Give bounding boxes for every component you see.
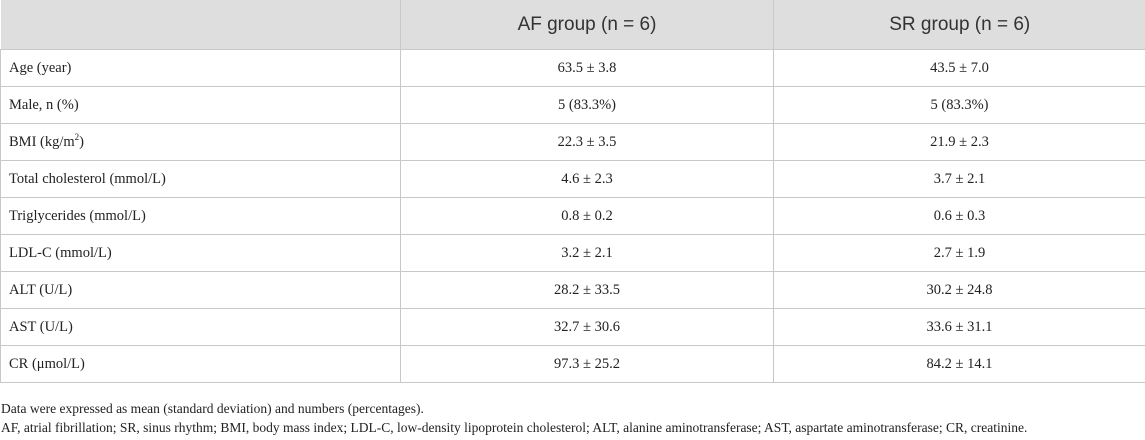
- af-value: 28.2 ± 33.5: [400, 271, 774, 309]
- row-label-text: BMI (kg/m: [9, 133, 75, 150]
- sr-value: 2.7 ± 1.9: [773, 234, 1145, 272]
- af-value: 22.3 ± 3.5: [400, 123, 774, 161]
- table-row: Total cholesterol (mmol/L) 4.6 ± 2.3 3.7…: [0, 160, 1145, 198]
- row-label: ALT (U/L): [0, 271, 401, 309]
- sr-value: 84.2 ± 14.1: [773, 345, 1145, 383]
- af-value: 5 (83.3%): [400, 86, 774, 124]
- footnote-data-expression: Data were expressed as mean (standard de…: [1, 401, 424, 416]
- row-label: Triglycerides (mmol/L): [0, 197, 401, 235]
- af-value: 4.6 ± 2.3: [400, 160, 774, 198]
- sr-value: 30.2 ± 24.8: [773, 271, 1145, 309]
- af-value: 32.7 ± 30.6: [400, 308, 774, 346]
- table-footnotes: Data were expressed as mean (standard de…: [1, 399, 1141, 437]
- af-value: 97.3 ± 25.2: [400, 345, 774, 383]
- row-label-superscript: 2: [74, 131, 80, 142]
- row-label: Male, n (%): [0, 86, 401, 124]
- sr-value: 3.7 ± 2.1: [773, 160, 1145, 198]
- data-table-container: AF group (n = 6) SR group (n = 6) Age (y…: [0, 0, 1145, 383]
- row-label: BMI (kg/m2): [0, 123, 401, 161]
- row-label: LDL-C (mmol/L): [0, 234, 401, 272]
- table-row: AST (U/L) 32.7 ± 30.6 33.6 ± 31.1: [0, 308, 1145, 346]
- sr-value: 5 (83.3%): [773, 86, 1145, 124]
- header-af-group: AF group (n = 6): [400, 0, 774, 50]
- header-sr-group: SR group (n = 6): [773, 0, 1145, 50]
- row-label: CR (μmol/L): [0, 345, 401, 383]
- sr-value: 0.6 ± 0.3: [773, 197, 1145, 235]
- sr-value: 21.9 ± 2.3: [773, 123, 1145, 161]
- table-row: LDL-C (mmol/L) 3.2 ± 2.1 2.7 ± 1.9: [0, 234, 1145, 272]
- table-row: BMI (kg/m2) 22.3 ± 3.5 21.9 ± 2.3: [0, 123, 1145, 161]
- table-row: Age (year) 63.5 ± 3.8 43.5 ± 7.0: [0, 49, 1145, 87]
- table-header-row: AF group (n = 6) SR group (n = 6): [0, 0, 1145, 50]
- baseline-characteristics-table: AF group (n = 6) SR group (n = 6) Age (y…: [0, 0, 1145, 383]
- table-row: Male, n (%) 5 (83.3%) 5 (83.3%): [0, 86, 1145, 124]
- table-row: ALT (U/L) 28.2 ± 33.5 30.2 ± 24.8: [0, 271, 1145, 309]
- af-value: 0.8 ± 0.2: [400, 197, 774, 235]
- footnote-abbreviations: AF, atrial fibrillation; SR, sinus rhyth…: [1, 420, 1028, 435]
- row-label-tail: ): [79, 133, 84, 150]
- row-label: Age (year): [0, 49, 401, 87]
- table-row: Triglycerides (mmol/L) 0.8 ± 0.2 0.6 ± 0…: [0, 197, 1145, 235]
- row-label: AST (U/L): [0, 308, 401, 346]
- table-row: CR (μmol/L) 97.3 ± 25.2 84.2 ± 14.1: [0, 345, 1145, 383]
- row-label: Total cholesterol (mmol/L): [0, 160, 401, 198]
- af-value: 63.5 ± 3.8: [400, 49, 774, 87]
- af-value: 3.2 ± 2.1: [400, 234, 774, 272]
- sr-value: 43.5 ± 7.0: [773, 49, 1145, 87]
- header-empty-cell: [0, 0, 401, 50]
- sr-value: 33.6 ± 31.1: [773, 308, 1145, 346]
